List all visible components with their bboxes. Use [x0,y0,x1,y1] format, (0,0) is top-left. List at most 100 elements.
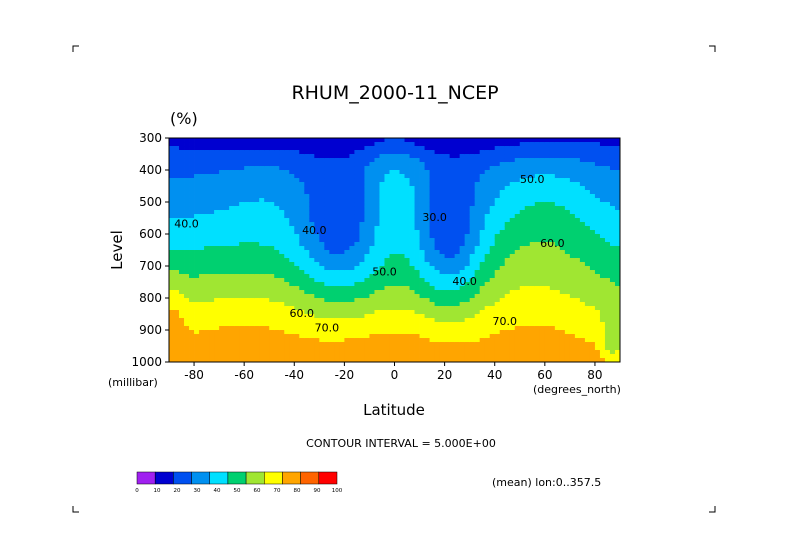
contour-fill-cell [399,354,405,359]
contour-fill-cell [304,314,310,319]
contour-fill-cell [419,166,425,171]
contour-fill-cell [364,266,370,271]
contour-fill-cell [344,138,350,143]
contour-fill-cell [399,290,405,295]
contour-fill-cell [179,226,185,231]
contour-fill-cell [594,286,601,291]
contour-fill-cell [394,198,400,203]
contour-fill-cell [554,306,561,311]
contour-fill-cell [394,186,400,191]
contour-fill-cell [349,250,355,255]
contour-fill-cell [369,306,375,311]
contour-fill-cell [499,150,506,155]
contour-fill-cell [504,158,511,163]
contour-fill-cell [459,190,466,195]
contour-fill-cell [269,306,275,311]
contour-fill-cell [324,298,330,303]
contour-fill-cell [544,270,551,275]
contour-fill-cell [354,270,360,275]
contour-fill-cell [544,154,551,159]
contour-fill-cell [339,230,345,235]
contour-fill-cell [379,334,385,339]
contour-fill-cell [584,286,591,291]
contour-fill-cell [319,218,325,223]
contour-fill-cell [249,334,255,339]
contour-fill-cell [209,142,215,147]
contour-fill-cell [334,150,340,155]
contour-fill-cell [544,146,551,151]
contour-fill-cell [369,174,375,179]
contour-fill-cell [194,278,200,283]
contour-fill-cell [324,138,330,143]
contour-fill-cell [419,350,425,355]
contour-fill-cell [579,286,586,291]
contour-fill-cell [274,322,280,327]
contour-fill-cell [409,166,415,171]
contour-fill-cell [614,162,621,167]
contour-fill-cell [259,234,265,239]
contour-fill-cell [524,142,531,147]
contour-fill-cell [469,222,476,227]
contour-fill-cell [544,266,551,271]
contour-fill-cell [324,214,330,219]
contour-fill-cell [399,230,405,235]
contour-fill-cell [364,310,370,315]
contour-fill-cell [489,190,496,195]
contour-fill-cell [254,282,260,287]
contour-fill-cell [314,186,320,191]
contour-fill-cell [209,322,215,327]
contour-fill-cell [604,242,611,247]
contour-fill-cell [459,234,466,239]
contour-fill-cell [544,306,551,311]
contour-fill-cell [429,202,435,207]
contour-fill-cell [469,318,476,323]
contour-fill-cell [284,290,290,295]
contour-fill-cell [484,206,491,211]
contour-fill-cell [524,214,531,219]
contour-fill-cell [434,294,440,299]
contour-fill-cell [534,190,541,195]
contour-fill-cell [344,334,350,339]
contour-fill-cell [599,290,606,295]
contour-fill-cell [199,302,205,307]
contour-fill-cell [254,250,260,255]
contour-fill-cell [594,310,601,315]
contour-fill-cell [509,170,516,175]
contour-fill-cell [304,306,310,311]
contour-fill-cell [599,314,606,319]
contour-fill-cell [474,162,481,167]
contour-fill-cell [199,278,205,283]
contour-fill-cell [274,310,280,315]
contour-fill-cell [359,202,365,207]
contour-fill-cell [349,262,355,267]
contour-fill-cell [379,222,385,227]
contour-fill-cell [414,318,420,323]
contour-fill-cell [519,214,526,219]
contour-fill-cell [579,278,586,283]
contour-fill-cell [594,162,601,167]
contour-fill-cell [554,258,561,263]
contour-fill-cell [494,258,501,263]
contour-fill-cell [414,138,420,143]
contour-fill-cell [224,194,230,199]
contour-fill-cell [209,154,215,159]
contour-fill-cell [454,278,461,283]
contour-fill-cell [289,242,295,247]
contour-fill-cell [409,238,415,243]
contour-fill-cell [249,270,255,275]
contour-fill-cell [259,202,265,207]
contour-fill-cell [214,186,220,191]
contour-fill-cell [579,174,586,179]
contour-fill-cell [339,254,345,259]
contour-fill-cell [179,266,185,271]
contour-fill-cell [524,194,531,199]
contour-fill-cell [209,166,215,171]
contour-fill-cell [334,158,340,163]
contour-fill-cell [209,234,215,239]
contour-fill-cell [309,150,315,155]
contour-fill-cell [389,346,395,351]
contour-fill-cell [214,158,220,163]
contour-fill-cell [509,138,516,143]
contour-fill-cell [599,150,606,155]
contour-fill-cell [589,290,596,295]
